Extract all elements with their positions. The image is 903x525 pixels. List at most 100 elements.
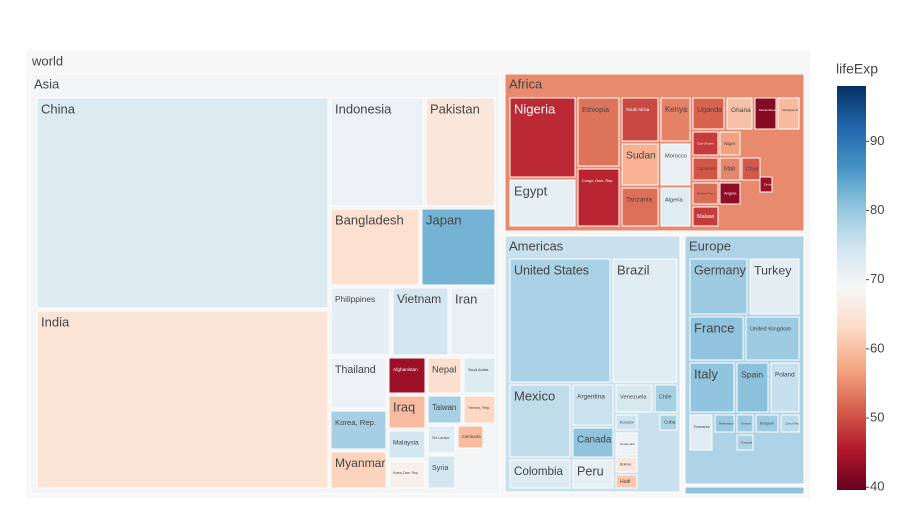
country-tile (330, 287, 391, 356)
country-tile (689, 316, 744, 361)
country-tile (660, 187, 691, 227)
tile-label: Angola (724, 191, 737, 196)
country-tile (726, 97, 753, 130)
tile-label: Italy (694, 366, 718, 381)
tile-label: Poland (775, 372, 795, 379)
country-tile (692, 157, 719, 181)
tile-label: Nigeria (514, 101, 556, 116)
tile-label: Thailand (335, 364, 376, 376)
colorbar-tick-label: 70 (870, 271, 884, 286)
country-tile (509, 258, 611, 383)
group-label: Europe (689, 238, 731, 253)
tile-label: Indonesia (335, 101, 392, 116)
tile-label: Malawi (697, 214, 714, 220)
tile-label: Korea, Rep. (335, 418, 376, 427)
country-tile (572, 384, 614, 426)
tile-label: Czech Republic (785, 421, 807, 425)
tile-label: Sri Lanka (432, 435, 450, 440)
tile-label: Egypt (514, 183, 548, 198)
tile-label: Greece (741, 421, 751, 425)
country-tile (388, 357, 426, 394)
tile-label: Chile (659, 394, 672, 400)
country-tile (463, 357, 496, 394)
country-tile (689, 414, 713, 451)
tile-label: Madagascar (782, 108, 799, 112)
tile-label: Mali (724, 167, 735, 173)
country-tile (612, 258, 678, 383)
tile-label: Mexico (514, 388, 555, 403)
tile-label: Turkey (754, 263, 792, 277)
tile-label: United Kingdom (750, 327, 791, 333)
tile-label: Canada (577, 435, 612, 446)
tile-label: Uganda (697, 105, 722, 114)
country-tile (427, 395, 462, 424)
tile-label: Portugal (741, 440, 753, 444)
colorbar-tick-label: 90 (870, 133, 884, 148)
country-tile (692, 206, 719, 227)
root-label: world (31, 53, 63, 68)
country-tile (36, 310, 329, 489)
country-tile (577, 168, 620, 227)
colorbar-tick-label: 60 (870, 340, 884, 355)
tile-label: India (41, 314, 70, 329)
tile-label: Kenya (665, 105, 688, 114)
country-tile (330, 410, 387, 450)
tile-label: South Africa (626, 107, 650, 112)
country-tile (754, 97, 777, 130)
tile-label: Peru (577, 464, 604, 478)
tile-label: Burkina Faso (697, 191, 715, 195)
tile-label: Cambodia (462, 434, 481, 439)
tile-label: Ghana (731, 107, 751, 114)
country-tile (621, 187, 659, 227)
tile-label: Chad (746, 166, 759, 172)
tile-label: Zimbabwe (764, 182, 778, 186)
tile-label: Mozambique (759, 108, 777, 112)
tile-label: Netherlands (719, 421, 736, 425)
country-tile (330, 208, 420, 286)
tile-label: Syria (432, 463, 448, 472)
tile-label: Malaysia (393, 440, 419, 447)
country-tile (689, 258, 748, 315)
tile-label: Cameroon (697, 166, 717, 171)
group-tile (684, 486, 805, 495)
colorbar-tick-label: 40 (870, 479, 884, 494)
country-tile (719, 131, 741, 156)
tile-label: Iraq (393, 399, 415, 414)
country-tile (654, 384, 678, 413)
tile-label: Cote d'Ivoire (697, 141, 714, 145)
tile-label: Myanmar (335, 456, 385, 470)
country-tile (659, 414, 678, 431)
country-tile (330, 451, 387, 489)
tile-label: Vietnam (397, 292, 441, 306)
tile-label: Iran (455, 291, 477, 306)
country-tile (714, 414, 735, 433)
tile-label: Saudi Arabia (468, 368, 488, 372)
country-tile (770, 362, 800, 413)
country-tile (388, 460, 426, 489)
colorbar-title: lifeExp (836, 61, 878, 77)
country-tile (749, 258, 800, 315)
tile-label: Brazil (617, 262, 650, 277)
tile-label: France (694, 320, 734, 335)
country-tile (736, 362, 769, 413)
tile-label: Congo, Dem. Rep. (582, 179, 613, 183)
country-tile (780, 414, 800, 433)
country-tile (425, 97, 496, 207)
tile-label: Romania (694, 424, 710, 429)
country-tile (615, 474, 638, 489)
country-tile (509, 384, 571, 458)
tile-label: Morocco (665, 154, 687, 160)
tile-label: Haiti (620, 479, 630, 485)
country-tile (689, 362, 735, 413)
country-tile (615, 414, 638, 431)
tile-label: United States (514, 263, 589, 277)
tile-label: Venezuela (620, 395, 647, 401)
country-tile (615, 384, 653, 413)
tile-label: Germany (694, 263, 746, 277)
country-tile (621, 143, 659, 186)
colorbar (837, 86, 866, 490)
country-tile (421, 208, 496, 286)
country-tile (660, 143, 691, 186)
country-tile (330, 357, 387, 409)
